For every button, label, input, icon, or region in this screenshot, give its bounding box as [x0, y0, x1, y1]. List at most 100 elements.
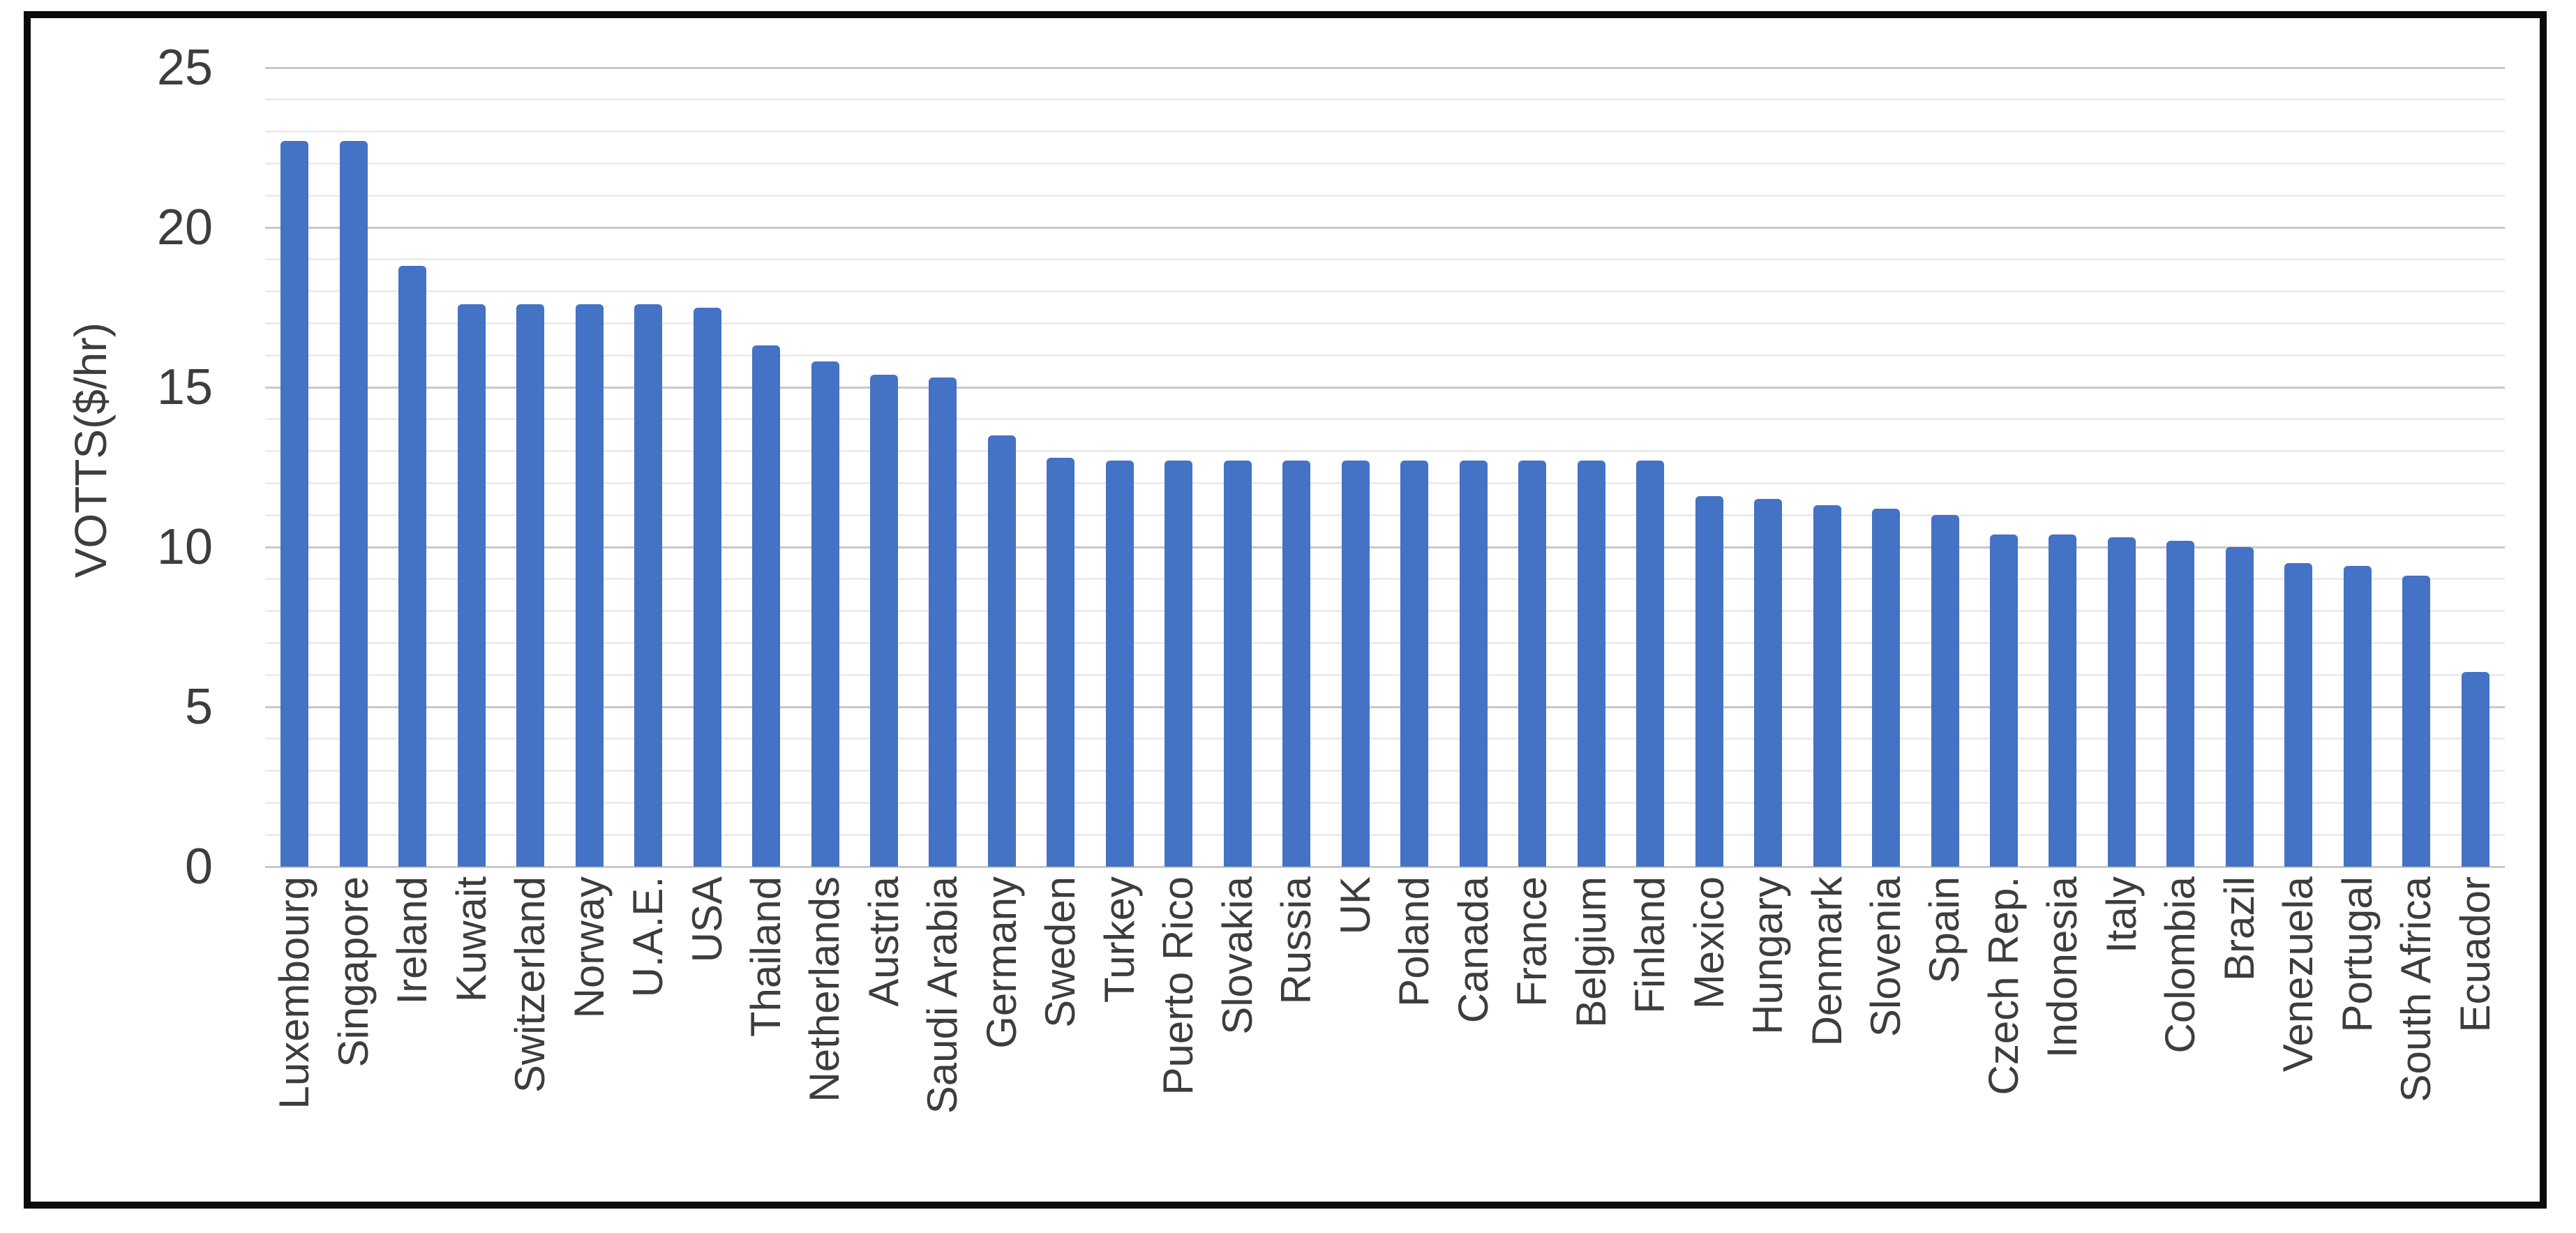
gridline-10 [265, 546, 2505, 548]
x-axis-label-UK: UK [1331, 876, 1379, 935]
x-axis-label-Russia: Russia [1273, 876, 1320, 1005]
gridline-8 [265, 610, 2505, 613]
x-axis-label-cell-USA: USA [677, 876, 736, 1204]
x-axis-label-Italy: Italy [2097, 876, 2145, 954]
x-axis-label-cell-U.A.E.: U.A.E. [619, 876, 677, 1204]
gridline-2 [265, 801, 2505, 804]
x-axis-label-Poland: Poland [1391, 876, 1438, 1007]
bar-Portugal [2343, 566, 2372, 867]
bar-Canada [1459, 461, 1488, 867]
x-axis-label-cell-Germany: Germany [973, 876, 1031, 1204]
x-axis-label-Portugal: Portugal [2333, 876, 2381, 1033]
bar-Belgium [1577, 461, 1605, 867]
x-axis-label-cell-Mexico: Mexico [1679, 876, 1738, 1204]
x-axis-label-Austria: Austria [860, 876, 907, 1007]
x-axis-label-cell-Ecuador: Ecuador [2446, 876, 2505, 1204]
x-axis-label-cell-Kuwait: Kuwait [442, 876, 500, 1204]
x-axis-label-Germany: Germany [978, 876, 1025, 1049]
x-axis-label-Denmark: Denmark [1803, 876, 1850, 1047]
x-axis-label-France: France [1508, 876, 1556, 1007]
x-axis-label-cell-Saudi Arabia: Saudi Arabia [913, 876, 972, 1204]
plot-area [265, 66, 2505, 868]
bar-Colombia [2166, 540, 2195, 867]
bar-Mexico [1695, 495, 1723, 867]
bar-Poland [1400, 461, 1429, 867]
x-axis-label-cell-Ireland: Ireland [383, 876, 442, 1204]
gridline-23 [265, 130, 2505, 133]
y-axis-tick-label-10: 10 [156, 519, 213, 575]
x-axis-label-cell-Indonesia: Indonesia [2033, 876, 2092, 1204]
x-axis-label-cell-Russia: Russia [1267, 876, 1326, 1204]
x-axis-label-cell-Netherlands: Netherlands [795, 876, 854, 1204]
gridline-11 [265, 514, 2505, 516]
x-axis-label-cell-Slovenia: Slovenia [1857, 876, 1915, 1204]
x-axis-label-cell-Singapore: Singapore [324, 876, 382, 1204]
x-axis-label-Mexico: Mexico [1685, 876, 1732, 1010]
x-axis-labels: Luxembourg Singapore Ireland Kuwait Switzerl… [265, 876, 2505, 1204]
x-axis-label-Switzerland: Switzerland [507, 876, 554, 1093]
gridline-20 [265, 226, 2505, 229]
gridline-13 [265, 450, 2505, 453]
bar-Venezuela [2284, 562, 2313, 867]
x-axis-label-Ireland: Ireland [389, 876, 436, 1005]
x-axis-label-South Africa: South Africa [2392, 876, 2440, 1103]
x-axis-label-cell-Brazil: Brazil [2210, 876, 2269, 1204]
bar-Ireland [398, 265, 427, 867]
bar-Finland [1636, 461, 1665, 867]
bar-Italy [2107, 537, 2136, 867]
x-axis-label-Czech Rep.: Czech Rep. [1979, 876, 2027, 1096]
x-axis-label-Brazil: Brazil [2215, 876, 2263, 982]
bar-Austria [869, 374, 898, 867]
x-axis-label-cell-Belgium: Belgium [1562, 876, 1620, 1204]
gridline-4 [265, 738, 2505, 740]
bar-Thailand [752, 345, 781, 867]
x-axis-label-Saudi Arabia: Saudi Arabia [919, 876, 966, 1114]
bar-Germany [987, 435, 1016, 867]
x-axis-label-Indonesia: Indonesia [2039, 876, 2086, 1059]
x-axis-label-cell-Czech Rep.: Czech Rep. [1975, 876, 2033, 1204]
bar-Saudi Arabia [929, 378, 957, 867]
bar-Indonesia [2049, 534, 2077, 867]
bar-Spain [1931, 515, 1959, 867]
bar-Norway [575, 304, 604, 867]
bar-Netherlands [811, 361, 839, 867]
gridline-17 [265, 322, 2505, 324]
x-axis-label-Netherlands: Netherlands [801, 876, 848, 1103]
bar-Luxembourg [280, 141, 309, 867]
gridline-5 [265, 705, 2505, 708]
gridline-0 [265, 865, 2505, 868]
x-axis-label-cell-Sweden: Sweden [1031, 876, 1090, 1204]
x-axis-label-Sweden: Sweden [1037, 876, 1084, 1028]
x-axis-label-cell-Slovakia: Slovakia [1208, 876, 1267, 1204]
x-axis-label-Venezuela: Venezuela [2275, 876, 2322, 1073]
x-axis-label-Luxembourg: Luxembourg [271, 876, 318, 1109]
bar-Czech Rep. [1989, 534, 2018, 867]
x-axis-label-cell-Spain: Spain [1915, 876, 1974, 1204]
x-axis-label-cell-France: France [1503, 876, 1562, 1204]
bar-Singapore [339, 141, 368, 867]
bar-Denmark [1813, 505, 1841, 867]
bar-Slovenia [1872, 509, 1901, 867]
x-axis-label-Colombia: Colombia [2157, 876, 2204, 1054]
y-axis-tick-label-15: 15 [156, 359, 213, 415]
bar-Puerto Rico [1165, 461, 1193, 867]
y-axis-tick-label-20: 20 [156, 200, 213, 255]
x-axis-label-cell-Austria: Austria [855, 876, 913, 1204]
figure-border [24, 11, 2547, 1209]
x-axis-label-cell-Hungary: Hungary [1739, 876, 1797, 1204]
x-axis-label-Turkey: Turkey [1095, 876, 1143, 1003]
x-axis-label-cell-Finland: Finland [1621, 876, 1679, 1204]
gridline-18 [265, 290, 2505, 293]
x-axis-label-Singapore: Singapore [329, 876, 377, 1068]
gridline-21 [265, 194, 2505, 197]
x-axis-label-cell-Italy: Italy [2092, 876, 2151, 1204]
x-axis-label-USA: USA [683, 876, 731, 963]
gridline-15 [265, 386, 2505, 389]
x-axis-label-cell-Luxembourg: Luxembourg [265, 876, 324, 1204]
bar-Ecuador [2461, 671, 2489, 867]
x-axis-label-Puerto Rico: Puerto Rico [1155, 876, 1202, 1096]
y-axis-tick-label-0: 0 [184, 839, 213, 895]
x-axis-label-cell-Venezuela: Venezuela [2269, 876, 2328, 1204]
x-axis-label-cell-Puerto Rico: Puerto Rico [1149, 876, 1208, 1204]
